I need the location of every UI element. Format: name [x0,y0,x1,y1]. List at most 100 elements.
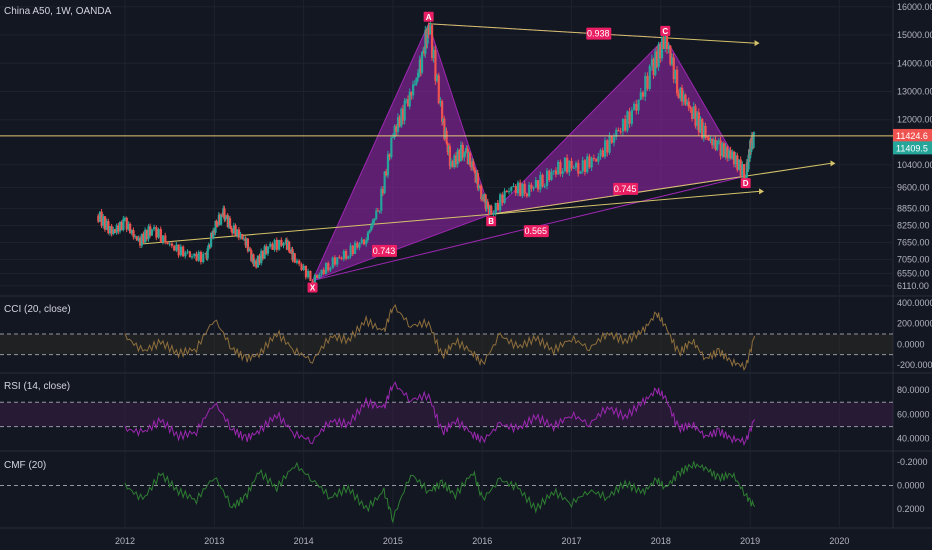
candle-body [225,215,228,219]
candle-body [139,237,142,246]
lower-trendline-arrow [830,160,836,167]
candle-body [395,126,398,132]
candle-body [247,249,251,251]
candle-body [615,129,618,137]
candle-body [463,152,466,158]
candle-body [386,154,390,176]
candle-body [588,156,591,168]
osc-tick-label: 0.2000 [897,504,925,514]
candle-body [554,170,558,175]
candle-body [519,182,522,196]
candle-body [501,194,504,203]
osc-tick-label: -200.0000 [897,360,932,370]
cci-pane[interactable] [0,303,893,372]
candle-body [635,103,638,111]
cmf-pane[interactable] [0,461,893,524]
time-tick-label: 2013 [204,536,224,546]
candle-body [105,221,108,230]
candle-body [122,218,125,230]
candle-body [420,52,424,73]
candle-body [597,156,600,162]
candle-body [654,51,657,75]
candle-body [222,208,225,215]
price-tick-label: 7050.00 [897,254,930,264]
candle-body [606,140,609,153]
candle-body [489,205,492,215]
rsi-pane[interactable] [0,381,893,446]
candle-body [115,225,118,233]
candle-body [745,162,748,178]
price-tick-label: 14000.00 [897,58,932,68]
candle-body [732,151,736,165]
candle-body [376,210,380,212]
candle-body [293,253,296,263]
candle-body [134,236,137,238]
time-tick-label: 2016 [472,536,492,546]
candle-body [574,162,578,168]
candle-body [258,255,261,264]
candle-body [161,235,165,242]
candle-body [142,233,145,243]
candle-body [655,51,659,67]
candle-body [684,94,687,105]
candle-body [249,249,252,251]
candle-body [729,150,732,159]
candle-body [170,243,174,246]
candle-body [557,161,560,175]
candle-body [716,141,719,150]
candle-body [443,118,446,140]
candle-body [190,256,194,258]
time-tick-label: 2012 [115,536,135,546]
candle-body [260,250,263,264]
candle-body [508,191,511,193]
candle-body [601,150,604,157]
candle-body [706,135,709,138]
candle-body [665,34,669,50]
candle-body [460,144,463,162]
candle-body [563,157,567,172]
candle-body [652,59,655,75]
candle-body [676,69,679,94]
candle-body [442,118,445,122]
candle-body [415,77,418,85]
candle-body [510,186,513,192]
candle-body [286,241,290,250]
candle-body [145,229,148,240]
candle-body [719,140,722,157]
candle-body [496,202,500,211]
candle-body [441,101,444,122]
indicator-line [124,303,756,372]
time-tick-label: 2018 [651,536,671,546]
candle-body [135,236,138,241]
time-tick-label: 2014 [294,536,314,546]
candle-body [340,257,343,259]
candle-body [687,101,690,108]
candle-body [228,218,232,227]
candle-body [338,257,341,259]
candle-body [390,137,393,157]
candle-body [619,131,622,133]
candle-body [275,239,279,250]
candle-body [266,246,270,254]
price-tick-label: 7650.00 [897,237,930,247]
candle-body [320,269,323,275]
price-tick-label: 6110.00 [897,281,929,291]
candle-body [581,160,584,172]
candle-body [641,92,645,97]
candle-body [672,57,675,80]
candle-body [714,139,717,150]
candle-body [204,253,207,255]
candle-body [717,140,721,142]
candle-body [125,217,128,230]
candle-body [298,260,301,264]
candle-body [532,187,535,189]
candle-body [244,238,247,246]
candle-body [559,161,562,174]
pattern-point-badge [307,282,318,293]
price-pane[interactable]: X A B C D 0.938 0.745 0.565 0.743 [0,11,893,293]
candle-body [205,253,208,259]
candle-body [722,143,726,158]
candle-body [127,223,130,230]
candle-body [617,129,620,132]
candle-body [98,211,102,222]
